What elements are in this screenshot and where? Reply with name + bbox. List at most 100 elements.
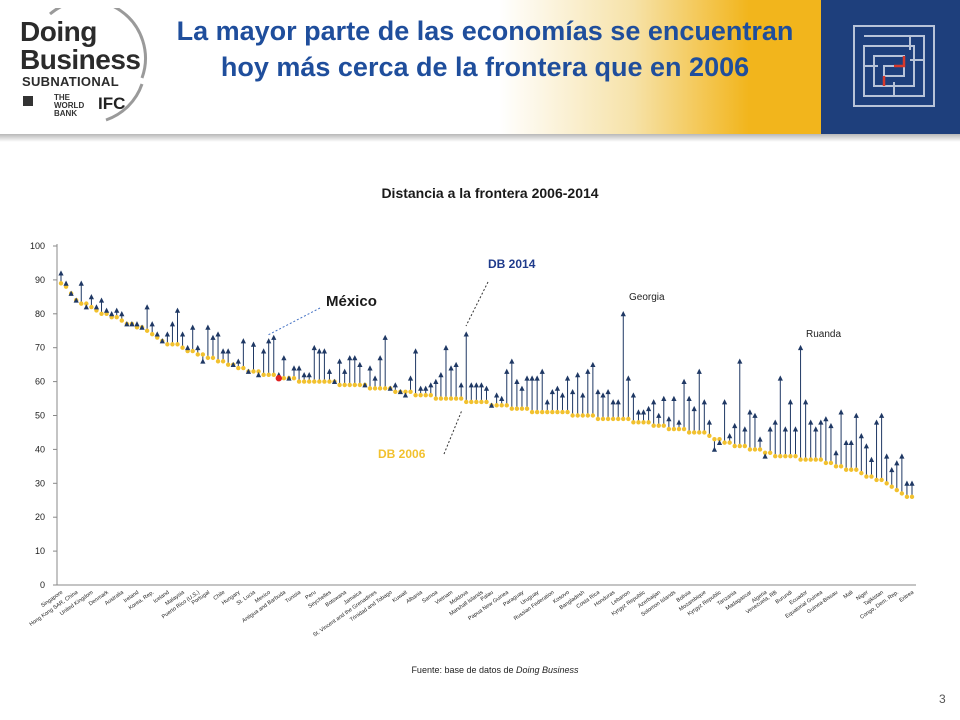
db2006-point	[433, 396, 439, 401]
db2006-point	[818, 457, 824, 462]
source-prefix: Fuente: base de datos de	[411, 665, 517, 675]
db2006-point	[661, 423, 666, 428]
db2014-point	[792, 426, 799, 432]
db2014-point	[88, 294, 94, 300]
db2006-point	[600, 416, 606, 422]
db2006-point	[484, 399, 489, 405]
db2014-point	[114, 307, 120, 313]
db2014-point	[255, 372, 262, 378]
db2014-point	[169, 321, 176, 327]
db2014-point	[448, 365, 454, 371]
db2006-point	[448, 396, 454, 401]
db2014-point	[889, 466, 895, 473]
db2006-point	[393, 389, 398, 394]
db2006-point	[889, 484, 894, 489]
db2006-point	[783, 453, 788, 459]
db2006-point	[854, 467, 859, 472]
db2006-point	[697, 430, 702, 435]
db2014-point	[772, 419, 778, 425]
db2014-point	[752, 412, 758, 418]
db2014-point	[428, 382, 434, 388]
db2014-point	[154, 331, 160, 337]
db2006-point	[550, 409, 555, 415]
db2006-point	[494, 403, 499, 408]
db2014-point	[382, 334, 388, 340]
db2014-point	[848, 439, 854, 446]
db2014-point	[686, 395, 692, 401]
db2006-point	[479, 399, 484, 405]
db2014-point	[453, 361, 459, 368]
db2006-point	[641, 420, 646, 425]
db2006-point	[149, 331, 155, 337]
db2006-point	[666, 426, 672, 432]
db2014-point	[620, 311, 626, 317]
db2006-point	[190, 348, 195, 354]
db2014-point	[494, 392, 500, 398]
db2014-point	[504, 368, 510, 374]
db2006-point	[195, 352, 200, 357]
db2006-point	[879, 477, 884, 483]
db2014-point	[468, 382, 474, 388]
db2014-pointer	[465, 281, 489, 327]
db2014-point	[595, 388, 601, 395]
db2014-point	[742, 426, 748, 432]
db2014-point	[473, 382, 479, 388]
db2006-point	[170, 342, 175, 347]
db2006-point	[626, 416, 631, 422]
db2006-point	[570, 413, 575, 418]
world-bank-icon	[23, 96, 33, 106]
db2006-point	[180, 345, 185, 350]
db2014-point	[585, 368, 591, 374]
logo-line3: SUBNATIONAL	[22, 74, 119, 89]
source-italic: Doing Business	[516, 665, 579, 675]
db2014-point	[261, 348, 267, 354]
db2006-point	[894, 487, 900, 493]
db2006-point	[793, 453, 798, 459]
db2014-point	[721, 399, 728, 405]
db2006-point	[545, 409, 550, 415]
db2006-point	[458, 396, 464, 401]
db2006-point	[681, 426, 687, 432]
x-tick-label: Peru	[304, 590, 317, 602]
db2006-point	[251, 369, 256, 374]
db2006-point	[499, 403, 504, 408]
db2014-point	[737, 358, 743, 364]
db2014-point	[676, 419, 682, 425]
db2014-point	[73, 297, 79, 303]
db2014-point	[463, 331, 469, 337]
db2014-point	[139, 324, 145, 330]
db2014-point	[423, 385, 429, 391]
db2014-point	[407, 375, 414, 381]
y-tick-label: 20	[35, 512, 45, 522]
slide-title: La mayor parte de las economías se encue…	[176, 16, 794, 82]
db2014-point	[326, 368, 333, 374]
db2014-point	[291, 365, 297, 371]
db2014-point	[524, 375, 530, 381]
db2014-point	[387, 385, 393, 391]
db2006-point	[312, 379, 317, 384]
db2014-point	[590, 361, 596, 368]
db2006-point	[636, 420, 641, 425]
db2014-point	[559, 392, 566, 398]
db2014-point	[863, 443, 870, 449]
db2006-point	[474, 399, 479, 405]
doing-business-logo: Doing Business SUBNATIONAL THE WORLD BAN…	[10, 8, 150, 126]
db2006-point	[266, 372, 271, 378]
db2006-point	[281, 376, 287, 381]
db2014-point	[762, 453, 768, 459]
db2014-point	[306, 372, 312, 378]
db2006-point	[357, 382, 363, 388]
db2014-point	[853, 412, 859, 418]
db2006-point	[79, 301, 84, 306]
db2006-point	[372, 386, 378, 391]
db2006-point	[798, 457, 803, 462]
db2014-point	[109, 311, 115, 317]
db2006-point	[778, 453, 783, 459]
db2014-point	[661, 395, 667, 401]
db2014-point	[691, 405, 697, 412]
db2014-point	[499, 395, 505, 401]
db2014-point	[706, 419, 712, 425]
db2014-point	[397, 388, 403, 395]
db2006-point	[464, 399, 469, 405]
